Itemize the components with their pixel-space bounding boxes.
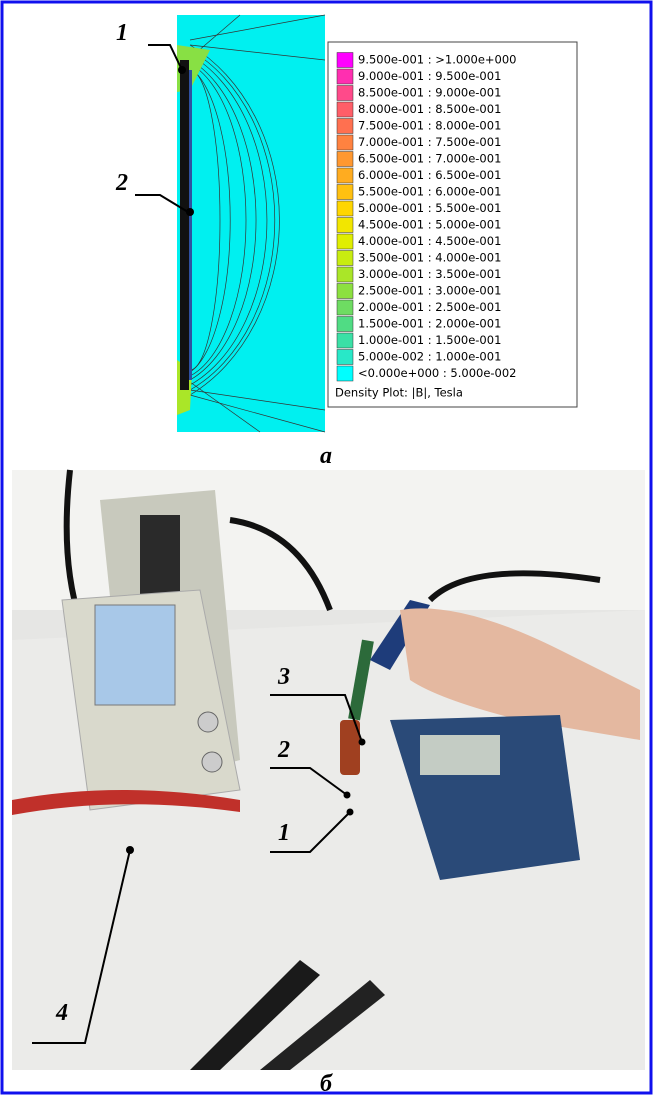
- field-plot: [177, 14, 578, 433]
- legend-label: 9.000e-001 : 9.500e-001: [358, 69, 501, 83]
- legend-label: 9.500e-001 : >1.000e+000: [358, 53, 517, 67]
- psu-knob: [197, 711, 219, 733]
- legend-swatch: [336, 118, 354, 134]
- magnet-core: [180, 60, 189, 390]
- legend-swatch: [336, 217, 354, 233]
- legend-swatch: [336, 151, 354, 167]
- legend-label: 4.000e-001 : 4.500e-001: [358, 234, 501, 248]
- caption: а: [320, 443, 332, 469]
- hand: [400, 608, 640, 740]
- legend-swatch: [336, 266, 354, 283]
- legend-swatch: [336, 52, 354, 68]
- legend-swatch: [336, 365, 354, 382]
- legend-swatch: [336, 184, 354, 200]
- legend-swatch: [336, 299, 354, 316]
- legend-label: 7.000e-001 : 7.500e-001: [358, 135, 501, 149]
- leader-dots: [126, 66, 366, 854]
- legend-swatch: [336, 233, 354, 250]
- psu-display: [94, 604, 176, 706]
- legend-label: 8.000e-001 : 8.500e-001: [358, 102, 501, 116]
- legend-label: <0.000e+000 : 5.000e-002: [358, 366, 517, 380]
- photo: [12, 469, 645, 1070]
- probe-red: [260, 980, 385, 1070]
- legend-swatch: [336, 68, 354, 85]
- legend-label: 5.000e-002 : 1.000e-001: [358, 350, 501, 364]
- test-lead: [12, 790, 240, 815]
- legend-footer: Density Plot: |B|, Tesla: [335, 386, 463, 400]
- field-lines: [189, 14, 326, 433]
- legend-label: 5.000e-001 : 5.500e-001: [358, 201, 501, 215]
- legend-swatch: [336, 85, 354, 101]
- callout-number: 2: [115, 170, 128, 196]
- legend-label: 2.000e-001 : 2.500e-001: [358, 300, 501, 314]
- legend-swatch: [336, 316, 354, 332]
- legend-swatch: [336, 134, 354, 151]
- legend-label: 6.500e-001 : 7.000e-001: [358, 152, 501, 166]
- callout-number: 3: [277, 664, 290, 690]
- leader-lines: [32, 44, 363, 1044]
- legend-swatch: [336, 332, 354, 349]
- legend-label: 8.500e-001 : 9.000e-001: [358, 86, 501, 100]
- legend-label: 3.000e-001 : 3.500e-001: [358, 267, 501, 281]
- legend-label: 1.500e-001 : 2.000e-001: [358, 317, 501, 331]
- sample-coil: [340, 720, 360, 775]
- legend-box: [327, 41, 578, 408]
- legend-swatch: [336, 101, 354, 118]
- caption: б: [320, 1071, 333, 1095]
- callout-number: 1: [116, 20, 128, 46]
- legend-swatch: [336, 349, 354, 365]
- plot-background: [177, 15, 325, 432]
- legend-label: 4.500e-001 : 5.000e-001: [358, 218, 501, 232]
- legend-label: 1.000e-001 : 1.500e-001: [358, 333, 501, 347]
- hall-probe: [348, 639, 374, 721]
- callout-number: 2: [277, 737, 290, 763]
- callout-number: 4: [55, 1000, 68, 1026]
- probe-black: [190, 960, 320, 1070]
- psu-knob: [201, 751, 223, 773]
- legend-label: 5.500e-001 : 6.000e-001: [358, 185, 501, 199]
- legend-label: 2.500e-001 : 3.000e-001: [358, 284, 501, 298]
- legend-swatch: [336, 167, 354, 184]
- gaussmeter-display: [420, 735, 500, 775]
- legend-label: 6.000e-001 : 6.500e-001: [358, 168, 501, 182]
- legend-label: 3.500e-001 : 4.000e-001: [358, 251, 501, 265]
- legend-swatch: [336, 283, 354, 299]
- legend-swatch: [336, 250, 354, 266]
- callout-number: 1: [278, 820, 290, 846]
- legend-swatch: [336, 200, 354, 217]
- legend-label: 7.500e-001 : 8.000e-001: [358, 119, 501, 133]
- coil: [189, 70, 192, 380]
